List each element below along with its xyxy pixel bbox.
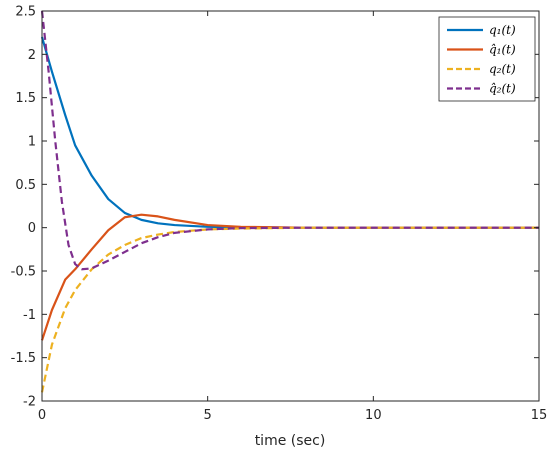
series-layer [40,10,539,393]
x-axis-title: time (sec) [255,433,326,449]
axes-frame [41,10,540,402]
legend-label-2: q̂₁(t) [489,43,516,57]
y-tick-label: -1 [23,308,36,323]
legend-label-4: q̂₂(t) [489,82,516,96]
y-tick-label: -2 [23,395,36,410]
legend: q₁(t) q̂₁(t) q₂(t) q̂₂(t) [438,16,536,102]
y-tick-label: 1 [28,135,36,150]
legend-label-3: q₂(t) [489,62,516,76]
legend-label-1: q₁(t) [489,23,516,37]
x-tick-label: 15 [531,408,548,423]
series-line-3 [40,226,539,393]
y-tick-label: -1.5 [11,351,36,366]
y-tick-label: 2 [28,48,36,63]
x-tick-label: 5 [204,408,212,423]
y-tick-label: 1.5 [15,91,36,106]
y-tick-label: -0.5 [11,265,36,280]
series-line-4 [40,10,539,271]
x-tick-label: 0 [38,408,46,423]
y-tick-label: 0 [28,221,36,236]
y-tick-label: 0.5 [15,178,36,193]
y-tick-label: 2.5 [15,5,36,20]
series-line-2 [40,213,539,341]
axes-layer: 0 5 10 15 -2 -1.5 -1 -0.5 0 0.5 1 1.5 2 2.5 [11,5,548,424]
x-tick-label: 10 [365,408,382,423]
